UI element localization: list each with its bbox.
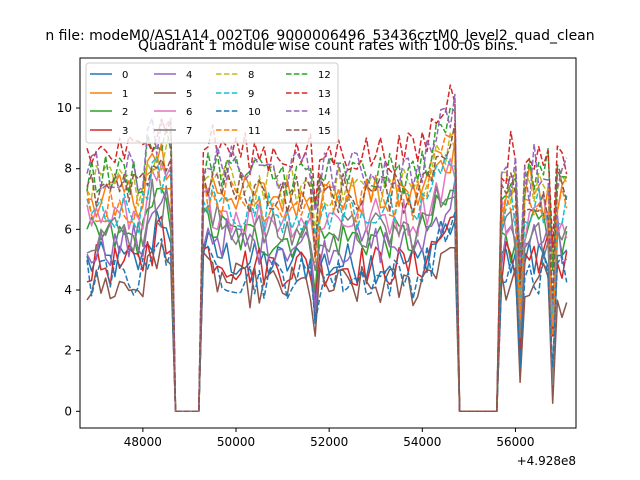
series-line-0 <box>86 210 568 413</box>
legend-label-5: 5 <box>186 89 192 100</box>
legend-label-12: 12 <box>318 70 331 81</box>
legend-label-13: 13 <box>318 89 331 100</box>
plot-frame <box>79 57 577 429</box>
y-tick-label: 10 <box>57 101 72 115</box>
legend-label-0: 0 <box>122 70 128 81</box>
y-tick-label: 4 <box>64 283 72 297</box>
x-axis: 48000 50000 52000 54000 56000 <box>124 428 535 449</box>
legend-label-1: 1 <box>122 89 128 100</box>
series-line-10 <box>86 211 568 413</box>
legend-label-15: 15 <box>318 126 331 137</box>
y-tick-label: 0 <box>64 404 72 418</box>
x-tick-label: 50000 <box>217 435 255 449</box>
figure-suptitle: n file: modeM0/AS1A14_002T06_9000006496_… <box>45 28 594 44</box>
series-line-5 <box>86 241 568 413</box>
series-line-15 <box>86 122 568 413</box>
y-tick-label: 8 <box>64 162 72 176</box>
legend-label-10: 10 <box>248 107 261 118</box>
legend-label-7: 7 <box>186 126 192 137</box>
legend-label-4: 4 <box>186 70 192 81</box>
legend-label-2: 2 <box>122 107 128 118</box>
y-axis: 0 2 4 6 8 10 <box>57 101 80 418</box>
legend-label-11: 11 <box>248 126 261 137</box>
chart-title: Quadrant 1 module wise count rates with … <box>138 38 518 54</box>
legend-label-8: 8 <box>248 70 254 81</box>
legend-box <box>85 62 339 144</box>
x-axis-offset-label: +4.928e8 <box>517 454 576 468</box>
legend-label-6: 6 <box>186 107 192 118</box>
legend-label-3: 3 <box>122 126 128 137</box>
x-tick-label: 48000 <box>124 435 162 449</box>
series-line-3 <box>86 215 568 413</box>
x-tick-label: 54000 <box>403 435 441 449</box>
x-tick-label: 52000 <box>310 435 348 449</box>
legend-label-14: 14 <box>318 107 331 118</box>
y-tick-label: 6 <box>64 222 72 236</box>
legend-label-9: 9 <box>248 89 254 100</box>
x-tick-label: 56000 <box>496 435 534 449</box>
y-tick-label: 2 <box>64 344 72 358</box>
series-line-9 <box>86 154 568 413</box>
